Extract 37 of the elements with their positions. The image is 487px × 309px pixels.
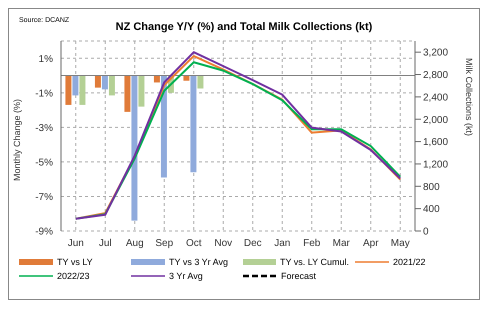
legend-label: 3 Yr Avg — [169, 271, 203, 281]
y-tick-label: -7% — [35, 192, 54, 204]
y2-tick-label: 2,400 — [423, 92, 448, 104]
y2-tick-label: 2,000 — [423, 114, 448, 126]
y-tick-label: -5% — [35, 157, 54, 168]
y2-tick-label: 1,600 — [423, 137, 448, 148]
y2-tick-label: 3,200 — [423, 48, 448, 59]
legend-label: TY vs. LY Cumul. — [280, 257, 349, 267]
y2-tick-label: 0 — [423, 226, 429, 238]
x-tick-label: Jun — [68, 238, 84, 250]
x-tick-label: Mar — [332, 238, 351, 250]
y2-axis-title: Milk Collections (kt) — [464, 58, 474, 136]
y-tick-label: 1% — [38, 54, 54, 65]
y-tick-label: -1% — [35, 88, 54, 100]
y-axis-title: Monthly Change (%) — [12, 98, 22, 181]
chart-title: NZ Change Y/Y (%) and Total Milk Collections (kt) — [116, 21, 372, 33]
x-tick-label: Jan — [274, 238, 290, 250]
x-tick-label: Oct — [186, 238, 202, 250]
x-tick-label: Sep — [155, 238, 174, 250]
x-tick-label: Feb — [303, 238, 321, 250]
legend-label: Forecast — [281, 271, 316, 281]
x-tick-label: Nov — [214, 238, 232, 250]
y2-tick-label: 400 — [423, 204, 440, 216]
x-tick-label: Dec — [244, 238, 262, 250]
legend-label: TY vs 3 Yr Avg — [169, 257, 228, 267]
legend-label: TY vs LY — [57, 257, 93, 267]
y-tick-label: -3% — [35, 122, 54, 134]
x-tick-label: May — [390, 238, 410, 250]
y2-tick-label: 800 — [423, 182, 440, 193]
x-tick-label: Jul — [98, 238, 112, 250]
legend-label: 2021/22 — [393, 257, 426, 267]
x-tick-label: Apr — [362, 238, 380, 250]
y2-tick-label: 1,200 — [423, 159, 448, 170]
y-tick-label: -9% — [35, 226, 54, 238]
legend-label: 2022/23 — [57, 271, 90, 281]
y2-tick-label: 2,800 — [423, 70, 448, 82]
x-tick-label: Aug — [126, 238, 144, 250]
